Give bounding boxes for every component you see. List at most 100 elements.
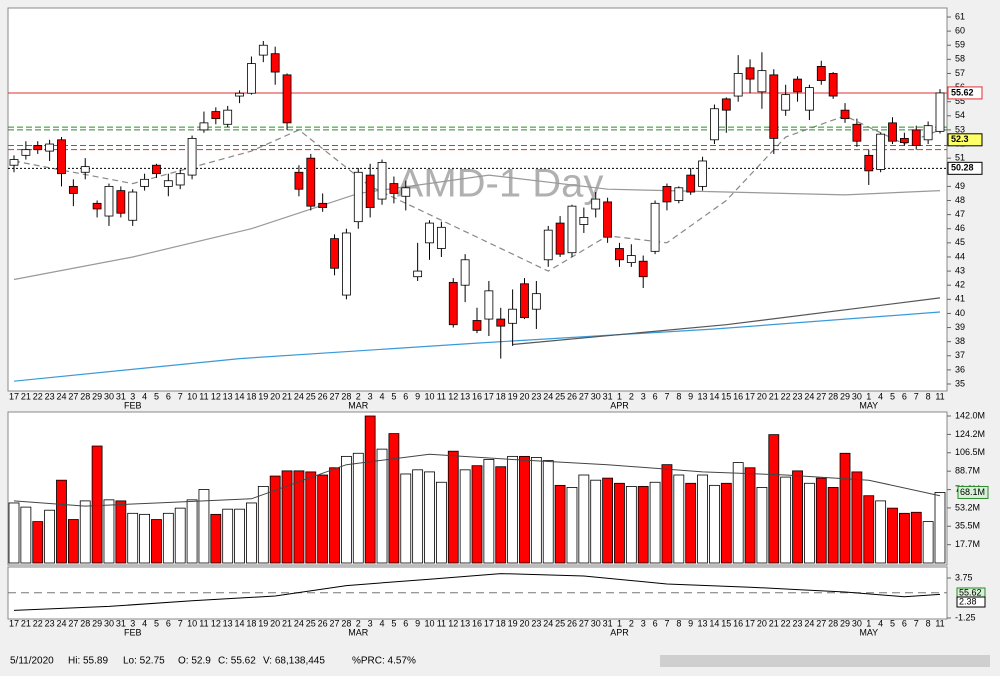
status-close: C: 55.62 xyxy=(218,656,256,667)
volume-bar xyxy=(269,475,281,564)
x-tick-label: 30 xyxy=(591,618,601,628)
volume-bar xyxy=(910,511,922,564)
moving-average xyxy=(13,115,941,272)
volume-bar xyxy=(685,482,697,564)
x-tick-label: 6 xyxy=(403,391,408,401)
x-tick-label: 1 xyxy=(866,391,871,401)
x-tick-label: 4 xyxy=(142,618,147,628)
y-tick-label: 39 xyxy=(955,322,965,332)
x-tick-label: 4 xyxy=(142,391,147,401)
price-label: 55.62 xyxy=(951,87,974,97)
volume-bar xyxy=(887,507,898,564)
volume-bar xyxy=(507,455,519,564)
x-tick-label: 22 xyxy=(33,391,43,401)
x-tick-label: 3 xyxy=(130,618,135,628)
candle-body xyxy=(57,139,66,175)
x-tick-label: 2 xyxy=(629,618,634,628)
x-tick-label: 24 xyxy=(543,618,553,628)
candle-body xyxy=(816,66,826,81)
y-tick-label: 35 xyxy=(955,378,965,388)
x-tick-label: 24 xyxy=(543,391,553,401)
volume-bar xyxy=(602,477,613,564)
volume-bar xyxy=(768,434,780,564)
x-tick-label: 6 xyxy=(166,391,171,401)
month-label: FEB xyxy=(124,400,142,410)
x-tick-label: 10 xyxy=(425,618,435,628)
y-tick-label: 55 xyxy=(955,96,965,106)
x-tick-label: 2 xyxy=(356,618,361,628)
x-tick-label: 7 xyxy=(664,391,669,401)
volume-bar xyxy=(922,521,934,564)
x-tick-label: 26 xyxy=(567,391,577,401)
indicator-marker: 2.38 xyxy=(959,596,977,606)
x-tick-label: 18 xyxy=(246,391,256,401)
volume-bar xyxy=(614,482,625,564)
candle-body xyxy=(710,108,719,141)
candle-body xyxy=(638,260,648,278)
scrollbar[interactable] xyxy=(660,655,990,667)
y-tick-label: 60 xyxy=(955,25,965,35)
y-tick-label: 59 xyxy=(955,40,965,50)
x-tick-label: 30 xyxy=(104,391,114,401)
volume-bar xyxy=(127,512,139,564)
candle-body xyxy=(484,290,494,320)
candle-body xyxy=(80,166,90,173)
x-tick-label: 20 xyxy=(270,618,280,628)
x-tick-label: 16 xyxy=(733,391,743,401)
month-label: MAY xyxy=(859,400,878,410)
x-tick-label: 29 xyxy=(840,618,850,628)
x-tick-label: 12 xyxy=(211,391,221,401)
x-tick-label: 5 xyxy=(154,618,159,628)
status-prc: %PRC: 4.57% xyxy=(352,656,416,667)
candle-body xyxy=(733,73,743,97)
price-label-box xyxy=(947,86,983,100)
candle-body xyxy=(365,174,375,208)
volume-bar xyxy=(934,492,946,564)
volume-bar xyxy=(293,470,305,564)
x-tick-label: 19 xyxy=(508,391,518,401)
candle-body xyxy=(899,137,909,144)
x-tick-label: 29 xyxy=(92,618,102,628)
x-tick-label: 13 xyxy=(460,391,470,401)
x-tick-label: 23 xyxy=(793,391,803,401)
volume-bar xyxy=(697,474,708,564)
volume-bar xyxy=(566,487,578,564)
candle-body xyxy=(68,185,78,194)
x-tick-label: 27 xyxy=(330,391,340,401)
x-tick-label: 18 xyxy=(496,618,506,628)
x-tick-label: 3 xyxy=(368,618,373,628)
candle-body xyxy=(520,283,529,319)
x-tick-label: 24 xyxy=(294,391,304,401)
y-tick-label: 36 xyxy=(955,364,965,374)
candle-body xyxy=(626,255,636,264)
x-tick-label: 23 xyxy=(45,391,55,401)
volume-tick-label: 124.2M xyxy=(955,429,985,439)
price-label-box xyxy=(947,161,983,175)
candle-body xyxy=(448,281,458,326)
y-tick-label: 37 xyxy=(955,350,965,360)
x-tick-label: 31 xyxy=(116,618,126,628)
candle-body xyxy=(330,238,339,269)
x-tick-label: 5 xyxy=(890,618,895,628)
candle-body xyxy=(163,180,173,187)
candle-body xyxy=(864,154,874,172)
candle-body xyxy=(650,202,660,252)
x-tick-label: 21 xyxy=(769,391,779,401)
candle-body xyxy=(603,201,612,238)
x-tick-label: 8 xyxy=(676,618,681,628)
x-tick-label: 17 xyxy=(9,618,19,628)
candle-body xyxy=(223,109,233,125)
month-label: FEB xyxy=(124,627,142,637)
x-tick-label: 8 xyxy=(676,391,681,401)
y-tick-label: 47 xyxy=(955,209,965,219)
volume-bar xyxy=(471,465,483,564)
x-tick-label: 26 xyxy=(318,618,328,628)
x-tick-label: 30 xyxy=(852,618,862,628)
candle-body xyxy=(745,67,755,80)
moving-average xyxy=(13,311,941,382)
volume-bar xyxy=(673,474,685,564)
x-tick-label: 5 xyxy=(154,391,159,401)
volume-bar xyxy=(495,466,507,564)
candle-body xyxy=(413,270,423,278)
